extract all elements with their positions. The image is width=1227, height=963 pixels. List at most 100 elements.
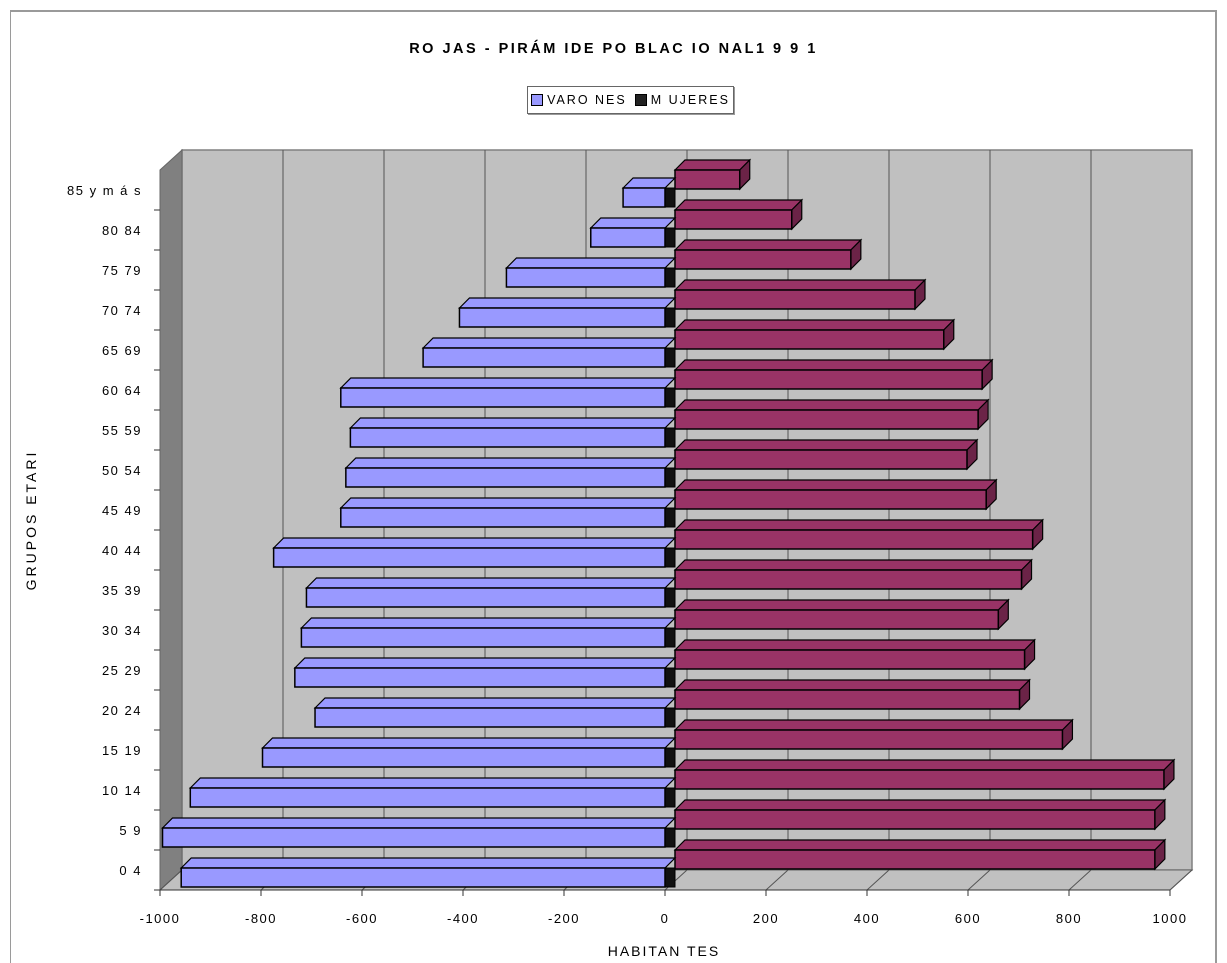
floor-gridline: [967, 869, 991, 891]
bar-mujeres-origin: [664, 787, 676, 808]
bar-mujeres-top: [673, 839, 1167, 851]
bar-varones-top: [348, 417, 677, 429]
y-tick-label: 5 9: [119, 823, 142, 838]
bar-mujeres-origin: [664, 547, 676, 568]
legend-label-mujeres: M UJERES: [650, 93, 730, 107]
bar-mujeres-top: [673, 759, 1176, 771]
legend-label-varones: VARO NES: [547, 93, 627, 107]
bar-varones: [314, 707, 666, 728]
x-tick-label: 1000: [1153, 911, 1188, 926]
y-tick-label: 25 29: [102, 663, 142, 678]
bar-mujeres: [674, 409, 979, 430]
bar-mujeres-top: [673, 199, 804, 211]
bar-varones: [305, 587, 666, 608]
bar-mujeres: [674, 329, 945, 350]
bar-varones-top: [188, 777, 677, 789]
x-tick-label: -400: [447, 911, 479, 926]
bar-mujeres: [674, 529, 1034, 550]
chart-title: RO JAS - PIRÁM IDE PO BLAC IO NAL1 9 9 1: [409, 41, 818, 57]
bar-varones-top: [589, 217, 677, 229]
bar-mujeres-origin: [664, 187, 676, 208]
bar-mujeres: [674, 569, 1023, 590]
y-tick-label: 60 64: [102, 383, 142, 398]
x-tick-label: 600: [955, 911, 981, 926]
bar-varones-top: [179, 857, 677, 869]
bar-mujeres: [674, 729, 1064, 750]
bar-mujeres-origin: [664, 707, 676, 728]
bar-mujeres-top: [673, 799, 1167, 811]
y-tick-label: 10 14: [102, 783, 142, 798]
bar-mujeres: [674, 809, 1156, 830]
bar-mujeres-top: [673, 479, 998, 491]
bar-mujeres-origin: [664, 667, 676, 688]
legend-item-varones: VARO NES: [531, 93, 627, 107]
x-tick-label: -800: [245, 911, 277, 926]
bar-mujeres-origin: [664, 347, 676, 368]
y-tick-label: 55 59: [102, 423, 142, 438]
y-axis-title: GRUPOS ETARI: [23, 450, 39, 591]
bar-mujeres: [674, 169, 741, 190]
bar-varones: [161, 827, 666, 848]
bar-varones-top: [339, 377, 677, 389]
y-tick-label: 80 84: [102, 223, 142, 238]
y-tick-label: 85 y m á s: [67, 183, 142, 198]
bar-mujeres-top: [673, 279, 927, 291]
y-tick-label: 40 44: [102, 543, 142, 558]
x-axis-title: HABITAN TES: [608, 943, 721, 959]
bar-mujeres: [674, 249, 852, 270]
bar-varones: [349, 427, 666, 448]
bar-varones-top: [504, 257, 677, 269]
bar-mujeres-top: [673, 359, 994, 371]
x-tick-label: -1000: [140, 911, 181, 926]
x-tick-label: -200: [548, 911, 580, 926]
bar-varones-top: [272, 537, 677, 549]
bar-mujeres-origin: [664, 467, 676, 488]
bar-mujeres-origin: [664, 587, 676, 608]
bar-varones: [189, 787, 666, 808]
floor-gridline: [1068, 869, 1092, 891]
bar-varones-top: [293, 657, 677, 669]
bar-varones-top: [305, 577, 677, 589]
bar-varones-top: [313, 697, 677, 709]
y-tick-label: 70 74: [102, 303, 142, 318]
bar-varones: [180, 867, 666, 888]
y-tick-label: 0 4: [119, 863, 142, 878]
bar-varones-top: [299, 617, 677, 629]
bar-varones-top: [339, 497, 677, 509]
bar-mujeres-origin: [664, 627, 676, 648]
bar-mujeres-origin: [664, 227, 676, 248]
bar-mujeres-origin: [664, 307, 676, 328]
x-tick-label: 0: [661, 911, 670, 926]
bar-mujeres: [674, 609, 1000, 630]
floor-gridline: [1169, 869, 1193, 891]
bar-mujeres-origin: [664, 387, 676, 408]
bar-varones: [590, 227, 666, 248]
bar-mujeres-top: [673, 519, 1045, 531]
bar-mujeres-origin: [664, 827, 676, 848]
bar-varones: [261, 747, 666, 768]
bar-varones: [458, 307, 666, 328]
floor-gridline: [866, 869, 890, 891]
bar-mujeres: [674, 769, 1165, 790]
bar-mujeres-origin: [664, 747, 676, 768]
bar-mujeres-top: [673, 599, 1010, 611]
bar-mujeres: [674, 489, 987, 510]
x-tick-label: 800: [1056, 911, 1082, 926]
y-tick-label: 20 24: [102, 703, 142, 718]
bar-mujeres-top: [673, 319, 956, 331]
bar-varones: [340, 387, 666, 408]
x-tick-label: 400: [854, 911, 880, 926]
floor-gridline: [159, 869, 183, 891]
bar-varones: [294, 667, 666, 688]
bar-mujeres-top: [673, 239, 863, 251]
legend-item-mujeres: M UJERES: [634, 93, 730, 107]
bar-mujeres: [674, 849, 1156, 870]
bar-mujeres: [674, 689, 1021, 710]
y-tick-label: 15 19: [102, 743, 142, 758]
bar-mujeres-origin: [664, 267, 676, 288]
bar-mujeres: [674, 289, 916, 310]
bar-varones: [300, 627, 666, 648]
legend-swatch-mujeres: [634, 94, 647, 106]
bar-varones-top: [421, 337, 677, 349]
